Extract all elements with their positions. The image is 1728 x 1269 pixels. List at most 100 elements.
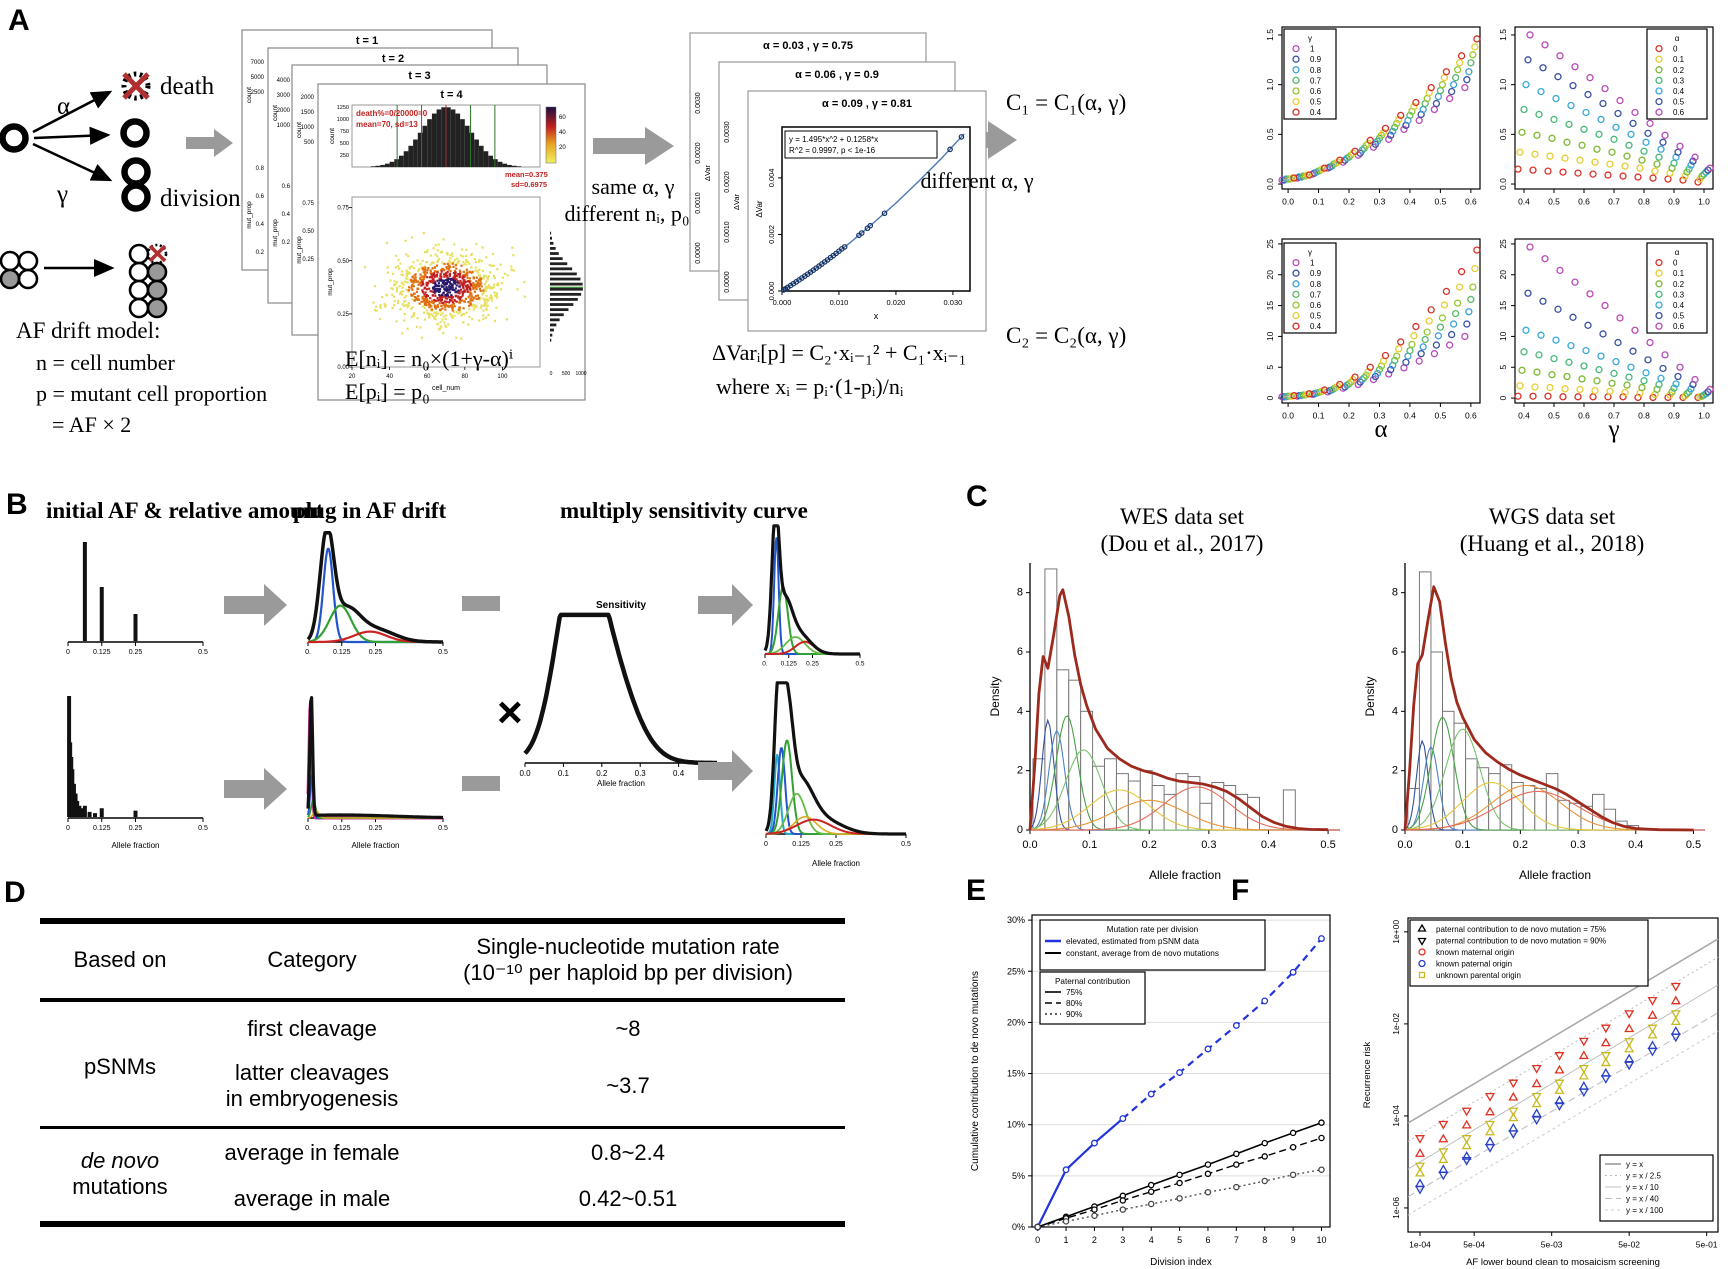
svg-text:0.5: 0.5 <box>1498 128 1508 140</box>
wes-histogram: 0.0 0.1 0.2 0.3 0.4 0.5 0 2 4 6 8 Allele fraction De… <box>988 563 1340 882</box>
cell-psnms: pSNMs <box>83 1054 157 1079</box>
svg-text:Allele fraction: Allele fraction <box>597 779 645 788</box>
svg-text:60: 60 <box>424 374 431 380</box>
svg-text:y = x / 40: y = x / 40 <box>1626 1195 1659 1204</box>
svg-text:6: 6 <box>1205 1235 1210 1245</box>
svg-text:R^2 = 0.9997, p < 1e-16: R^2 = 0.9997, p < 1e-16 <box>789 146 876 155</box>
svg-text:0.3: 0.3 <box>1201 839 1216 851</box>
svg-text:0.0020: 0.0020 <box>724 171 731 193</box>
svg-text:1e-04: 1e-04 <box>1391 1105 1401 1127</box>
svg-text:Allele fraction: Allele fraction <box>351 841 399 850</box>
svg-text:elevated, estimated from pSNM: elevated, estimated from pSNM data <box>1066 937 1199 946</box>
cell-latter-cleavages-2: in embryogenesis <box>225 1086 399 1111</box>
svg-text:0.5: 0.5 <box>438 825 448 832</box>
svg-text:mean=0.375: mean=0.375 <box>505 170 548 179</box>
svg-text:0.6: 0.6 <box>1578 197 1590 207</box>
divided-cell-1 <box>121 157 151 187</box>
svg-text:0.6: 0.6 <box>1673 108 1685 117</box>
svg-text:0.8: 0.8 <box>1310 280 1322 289</box>
svg-text:500: 500 <box>562 371 571 377</box>
svg-text:10: 10 <box>1265 331 1275 341</box>
svg-text:0.6: 0.6 <box>1578 411 1590 421</box>
svg-text:0.1: 0.1 <box>1313 411 1325 421</box>
svg-text:0.0000: 0.0000 <box>695 242 702 264</box>
svg-text:100: 100 <box>497 374 508 380</box>
col-based-on: Based on <box>73 947 167 972</box>
svg-text:0.125: 0.125 <box>792 841 810 848</box>
svg-text:0.5: 0.5 <box>1320 839 1335 851</box>
svg-text:20: 20 <box>349 374 356 380</box>
divided-cell-2 <box>121 182 151 212</box>
svg-text:0: 0 <box>1035 1235 1040 1245</box>
panel-e-label: E <box>966 874 987 907</box>
svg-text:0.6: 0.6 <box>1310 301 1322 310</box>
svg-text:0.2: 0.2 <box>1343 197 1355 207</box>
cell-latter-rate: ~3.7 <box>606 1073 650 1098</box>
svg-text:0.2: 0.2 <box>1513 839 1528 851</box>
svg-text:0.0030: 0.0030 <box>695 92 702 114</box>
svg-text:4: 4 <box>1392 705 1398 717</box>
svg-text:6: 6 <box>1392 646 1398 658</box>
svg-text:0.4: 0.4 <box>1310 108 1322 117</box>
svg-text:0: 0 <box>1673 45 1678 54</box>
svg-text:80: 80 <box>461 374 468 380</box>
svg-text:0.125: 0.125 <box>93 649 111 656</box>
svg-text:0.1: 0.1 <box>1673 55 1685 64</box>
svg-text:0.25: 0.25 <box>806 661 819 668</box>
svg-text:0.0: 0.0 <box>1022 839 1037 851</box>
svg-text:5: 5 <box>1498 365 1508 370</box>
svg-text:γ: γ <box>1308 248 1312 257</box>
svg-text:0.2: 0.2 <box>282 240 291 246</box>
svg-text:0: 0 <box>66 825 70 832</box>
model-line-2: p = mutant cell proportion <box>36 381 268 406</box>
svg-text:ΔVar: ΔVar <box>732 193 741 210</box>
svg-text:0.4: 0.4 <box>1261 839 1276 851</box>
svg-text:0.0: 0.0 <box>519 769 531 778</box>
expectation-p-equation: E[pᵢ] = p₀ <box>345 379 430 404</box>
svg-text:0.3: 0.3 <box>1570 839 1585 851</box>
svg-text:0.125: 0.125 <box>93 825 111 832</box>
svg-text:γ: γ <box>1308 34 1312 43</box>
svg-text:10: 10 <box>1316 1235 1326 1245</box>
b-arrow-4 <box>698 750 753 792</box>
svg-text:0.4: 0.4 <box>1673 87 1685 96</box>
svg-text:0.0: 0.0 <box>1282 411 1294 421</box>
svg-text:0.6: 0.6 <box>1673 322 1685 331</box>
panel-b-label: B <box>6 488 28 521</box>
svg-text:known paternal origin: known paternal origin <box>1436 960 1512 969</box>
svg-text:mean=70, sd=13: mean=70, sd=13 <box>356 120 418 129</box>
wgs-title-line2: (Huang et al., 2018) <box>1459 531 1645 556</box>
svg-text:0: 0 <box>1017 824 1023 836</box>
initial-af-stem-plot-1: 0 0.125 0.25 0.5 <box>66 542 208 656</box>
svg-text:40: 40 <box>559 130 566 136</box>
variance-fit-card-stack: α = 0.03 , γ = 0.75 α = 0.06 , γ = 0.9 α =… <box>689 32 987 332</box>
panel-d-label: D <box>4 876 26 909</box>
svg-text:20: 20 <box>559 145 566 151</box>
col-rate-line1: Single-nucleotide mutation rate <box>476 934 780 959</box>
svg-text:5: 5 <box>1265 365 1275 370</box>
svg-text:mut_prop: mut_prop <box>246 201 253 229</box>
svg-text:α: α <box>1675 248 1680 257</box>
b-arrow-2 <box>698 584 753 626</box>
svg-text:0: 0 <box>1498 395 1508 400</box>
svg-text:1000: 1000 <box>575 371 586 377</box>
svg-text:count: count <box>246 87 253 103</box>
svg-text:count: count <box>272 105 279 121</box>
svg-text:0.2: 0.2 <box>1673 280 1685 289</box>
dead-cell <box>121 71 151 101</box>
svg-text:0.1: 0.1 <box>1313 197 1325 207</box>
svg-text:0.25: 0.25 <box>369 649 383 656</box>
svg-text:0.3: 0.3 <box>1673 76 1685 85</box>
c2-vs-alpha-plot: 0.0 0.1 0.2 0.3 0.4 0.5 0.60510152025γ10.90.80… <box>1265 238 1481 421</box>
svg-text:0.125: 0.125 <box>333 649 351 656</box>
svg-text:0.25: 0.25 <box>369 825 383 832</box>
svg-text:t = 2: t = 2 <box>382 53 404 65</box>
svg-text:0: 0 <box>550 371 553 377</box>
svg-text:sd=0.6975: sd=0.6975 <box>511 180 547 189</box>
model-line-3: = AF × 2 <box>52 412 132 437</box>
svg-text:1000: 1000 <box>337 117 349 123</box>
cumulative-contribution-plot: 0 1 2 3 4 5 6 7 8 9 10 0% 5% 10% 15% 20% 25% 30% Division … <box>970 914 1331 1268</box>
svg-text:20: 20 <box>1265 270 1275 280</box>
svg-text:0.8: 0.8 <box>1310 66 1322 75</box>
